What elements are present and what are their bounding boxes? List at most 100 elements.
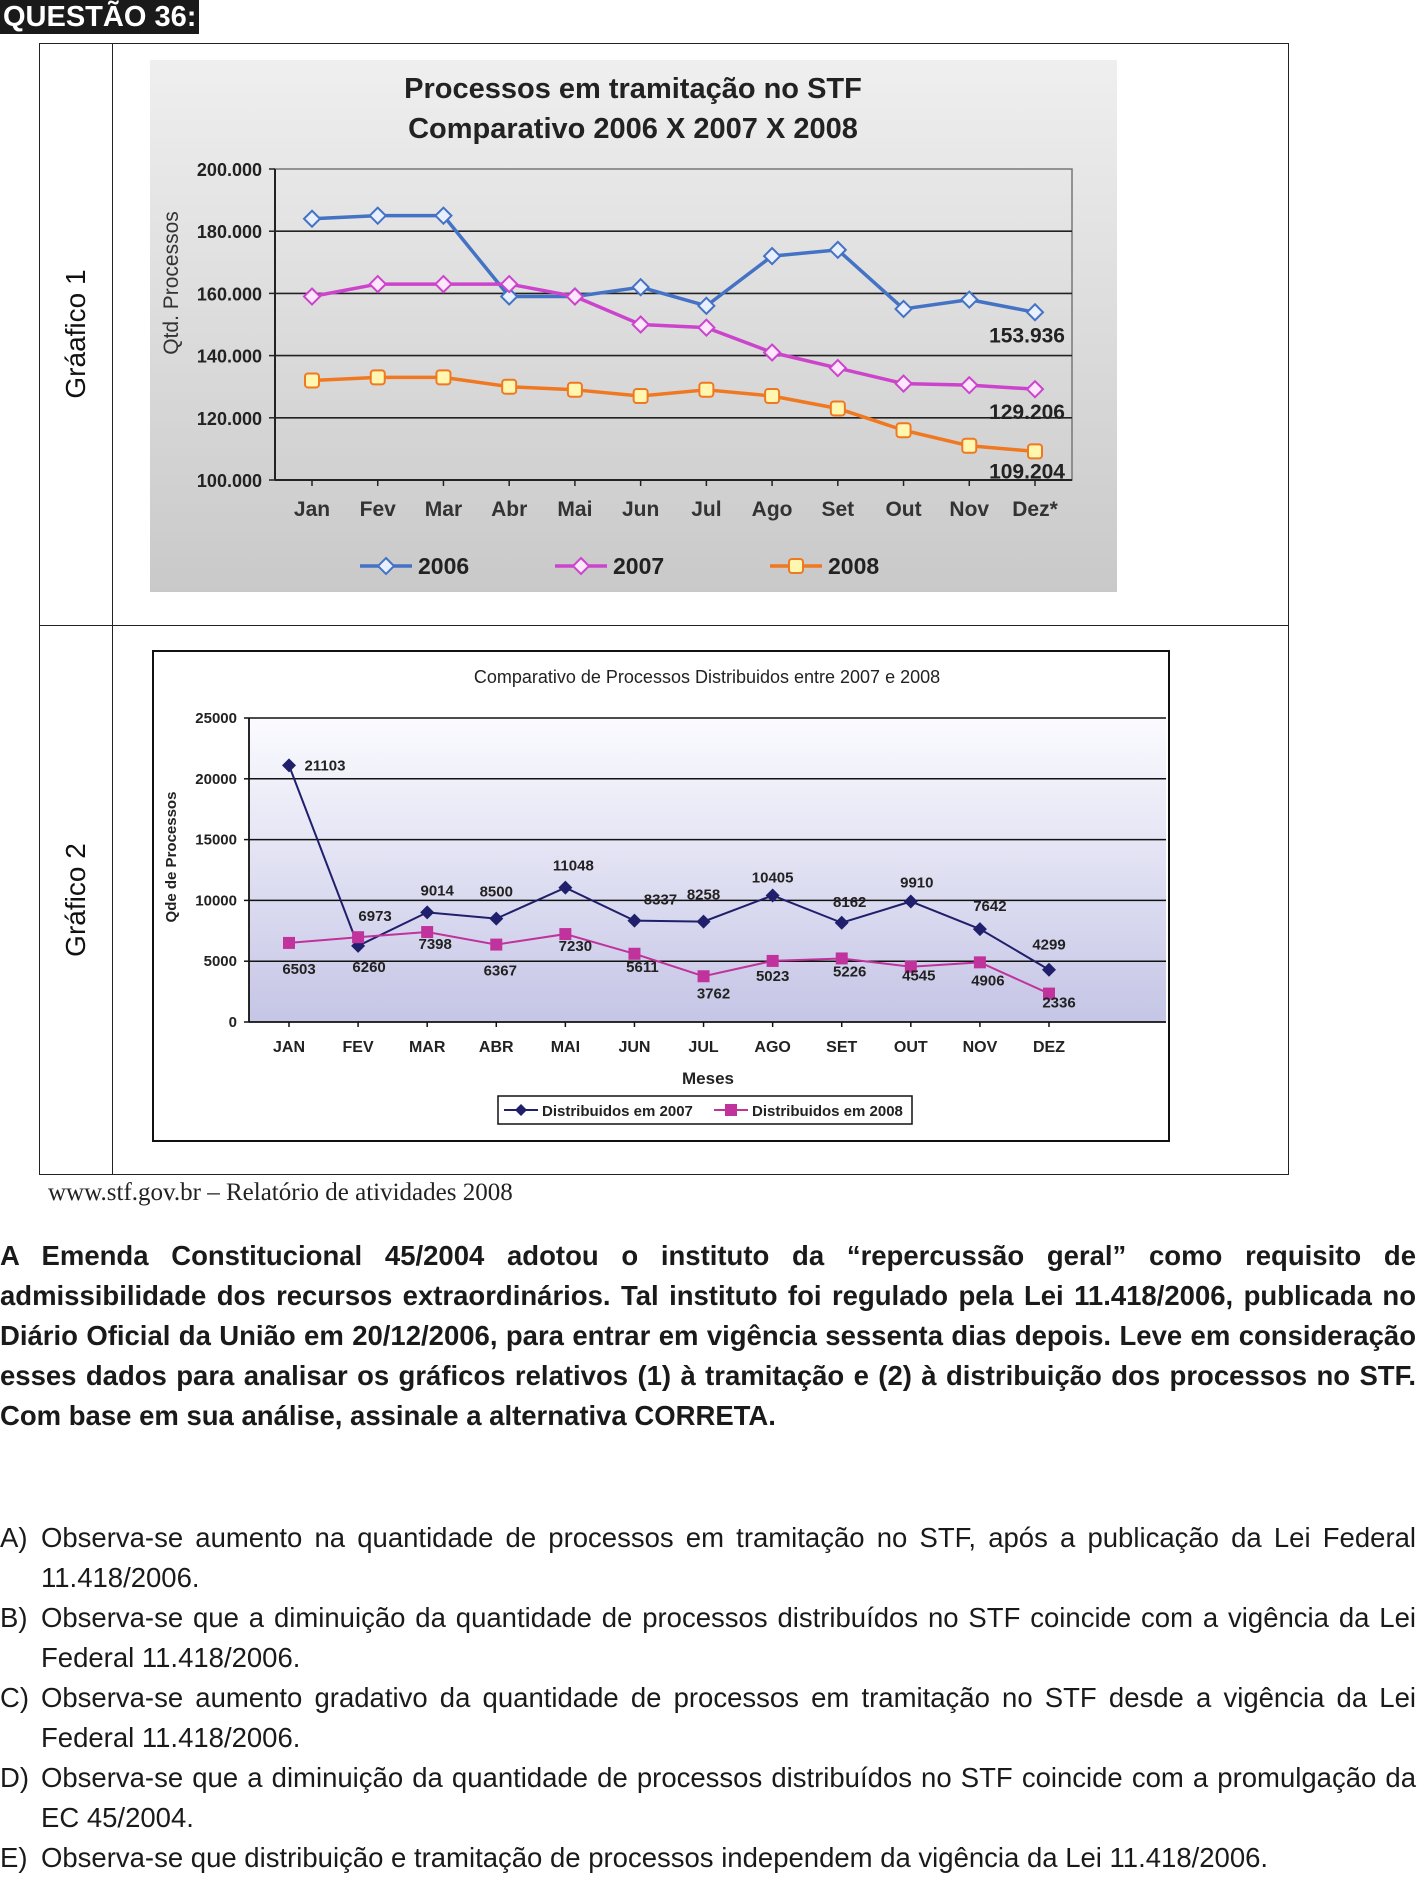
option-letter: C) (0, 1682, 30, 1713)
chart1-xtick-label: Mar (425, 498, 462, 521)
chart1-point-2007 (696, 318, 716, 338)
chart2-point-2007 (627, 913, 642, 928)
chart2-point-2008 (421, 926, 434, 939)
chart1-legend-marker (376, 556, 396, 576)
chart1-annotation: 129.206 (989, 401, 1065, 424)
chart1-point-2008 (566, 381, 583, 398)
option-letter: E) (0, 1842, 28, 1873)
question-label: QUESTÃO 36: (0, 0, 200, 34)
chart-distribuicao: Comparativo de Processos Distribuidos en… (152, 650, 1170, 1142)
chart2-point-2008 (835, 952, 848, 965)
chart2-data-label-2008: 6973 (358, 908, 391, 925)
chart1-ylabel: Qtd. Processos (160, 211, 183, 355)
chart1-legend-marker (788, 558, 804, 574)
chart1-point-2008 (961, 437, 978, 454)
chart1-ytick-label: 180.000 (197, 222, 262, 242)
charts-table (39, 43, 1289, 1175)
chart2-point-2008 (973, 956, 986, 969)
option-text: Observa-se aumento na quantidade de proc… (41, 1522, 1416, 1593)
option-text: Observa-se aumento gradativo da quantida… (41, 1682, 1416, 1753)
chart1-point-2006 (894, 299, 913, 319)
chart1-subtitle: Comparativo 2006 X 2007 X 2008 (408, 113, 858, 145)
chart1-xtick-label: Dez* (1012, 498, 1058, 521)
chart2-data-label-2007: 21103 (305, 757, 346, 774)
chart2-data-label-2007: 9014 (420, 882, 454, 899)
chart1-annotation: 153.936 (989, 324, 1065, 347)
chart1-point-2008 (895, 422, 912, 439)
chart2-data-label-2008: 4906 (971, 972, 1004, 989)
chart2-ytick-label: 5000 (204, 953, 237, 970)
chart1-point-2006 (631, 277, 651, 297)
chart2-point-2007 (765, 888, 780, 903)
chart2-xtick-label: AGO (754, 1039, 790, 1056)
chart2-legend-marker (725, 1104, 737, 1116)
chart2-xtick-label: FEV (343, 1039, 374, 1056)
chart1-point-2006 (696, 296, 716, 316)
chart1-ytick-label: 200.000 (197, 160, 262, 180)
chart2-data-label-2008: 7398 (418, 936, 451, 953)
chart1-point-2007 (499, 274, 519, 294)
option-c[interactable]: C) Observa-se aumento gradativo da quanti… (0, 1678, 1416, 1758)
chart2-data-label-2007: 11048 (553, 858, 594, 875)
chart1-annotation: 109.204 (989, 460, 1065, 483)
chart1-point-2007 (828, 358, 848, 378)
chart2-data-label-2008: 6503 (282, 961, 315, 978)
chart1-point-2007 (302, 287, 322, 306)
option-b[interactable]: B) Observa-se que a diminuição da quantid… (0, 1598, 1416, 1678)
chart2-legend-marker (515, 1104, 527, 1116)
chart1-point-2007 (631, 315, 651, 334)
chart1-series-line-2008 (311, 375, 1036, 454)
chart1-point-2008 (829, 400, 846, 417)
chart1-point-2006 (762, 246, 782, 266)
chart1-legend-label: 2006 (418, 553, 469, 579)
chart2-data-label-2007: 8162 (833, 894, 866, 911)
option-e[interactable]: E) Observa-se que distribuição e tramitaç… (0, 1838, 1416, 1878)
chart1-point-2008 (1027, 443, 1043, 460)
chart2-legend-label: Distribuidos em 2008 (752, 1103, 903, 1120)
chart2-legend-label: Distribuidos em 2007 (542, 1103, 693, 1120)
chart1-legend-label: 2007 (613, 553, 664, 579)
chart2-point-2008 (1043, 987, 1055, 1000)
option-letter: B) (0, 1602, 28, 1633)
chart2-data-label-2007: 6260 (352, 959, 385, 976)
chart2-point-2007 (558, 880, 573, 895)
question-stem: A Emenda Constitucional 45/2004 adotou o… (0, 1240, 1416, 1431)
chart2-xtick-label: SET (826, 1039, 857, 1056)
chart1-ytick-label: 100.000 (197, 471, 262, 491)
chart1-point-2006 (499, 287, 519, 306)
chart2-ytick-label: 0 (229, 1014, 237, 1031)
chart1-point-2007 (894, 374, 913, 394)
chart2-series-line (288, 765, 1050, 971)
chart2-ytick-label: 10000 (195, 892, 237, 909)
chart2-point-2007 (489, 911, 504, 926)
chart2-point-2007 (420, 905, 435, 920)
chart2-point-2008 (904, 960, 917, 973)
chart1-ytick-label: 140.000 (197, 347, 262, 367)
chart2-ytick-label: 25000 (195, 710, 237, 727)
chart2-point-2007 (834, 915, 849, 930)
chart1-legend-label: 2008 (828, 553, 879, 579)
chart1-point-2006 (434, 206, 453, 226)
chart1-ytick-label: 160.000 (197, 284, 262, 304)
chart1-xtick-label: Fev (360, 498, 397, 521)
chart1-legend-marker (571, 556, 591, 576)
chart2-point-2008 (697, 970, 710, 983)
chart2-xtick-label: JAN (273, 1039, 305, 1056)
chart2-data-label-2007: 8500 (480, 884, 513, 901)
chart1-xtick-label: Nov (949, 498, 989, 521)
chart1-point-2008 (304, 372, 320, 389)
chart1-point-2006 (368, 206, 388, 226)
chart1-xtick-label: Out (885, 498, 921, 521)
chart2-data-label-2008: 5023 (756, 968, 789, 985)
chart1-point-2007 (434, 274, 453, 294)
chart2-data-label-2008: 3762 (697, 985, 730, 1002)
chart2-data-label-2008: 5611 (626, 959, 659, 976)
chart2-point-2007 (903, 894, 918, 909)
chart2-data-label-2007: 8337 (644, 892, 677, 909)
table-divider-horizontal (39, 625, 1289, 626)
option-a[interactable]: A) Observa-se aumento na quantidade de pr… (0, 1518, 1416, 1598)
chart1-series-line-2007 (311, 282, 1036, 391)
chart2-data-label-2008: 6367 (484, 963, 517, 980)
chart1-point-2007 (959, 375, 979, 395)
option-d[interactable]: D) Observa-se que a diminuição da quantid… (0, 1758, 1416, 1838)
